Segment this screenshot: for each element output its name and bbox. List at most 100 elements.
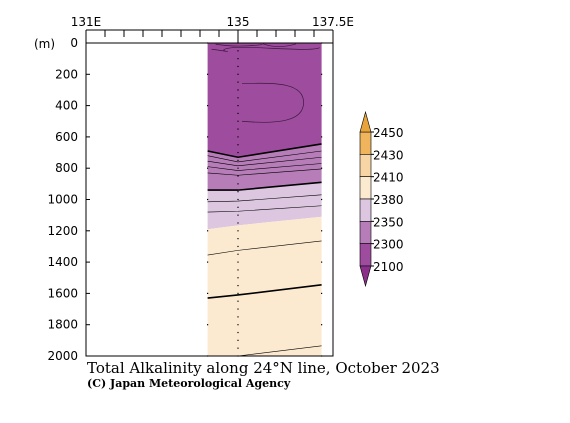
- grid-point: [321, 292, 323, 294]
- grid-point: [237, 73, 239, 75]
- legend-label: 2350: [373, 215, 404, 229]
- y-axis-unit-label: (m): [34, 37, 55, 51]
- grid-point: [237, 105, 239, 107]
- grid-point: [207, 261, 209, 263]
- legend-label: 2430: [373, 148, 404, 162]
- grid-point: [237, 347, 239, 349]
- mid-depth-contour: [241, 82, 304, 123]
- contour-2300: [207, 143, 322, 159]
- legend-arrow-bottom: [359, 265, 372, 288]
- grid-point: [237, 81, 239, 83]
- legend-label: 2100: [373, 260, 404, 274]
- grid-point: [237, 65, 239, 68]
- y-tick-label: 200: [55, 67, 78, 81]
- grid-point: [237, 128, 239, 130]
- alkalinity-fill-layers: [207, 43, 322, 356]
- grid-point: [237, 222, 239, 224]
- grid-point: [237, 167, 239, 169]
- grid-point: [207, 230, 209, 232]
- grid-point: [237, 284, 239, 287]
- contour-2370: [207, 205, 322, 213]
- grid-point: [207, 105, 209, 107]
- y-tick-label: 0: [70, 36, 78, 50]
- legend-swatch: [359, 154, 372, 177]
- contour-2360: [207, 194, 322, 203]
- grid-point: [321, 73, 323, 75]
- legend-label: 2380: [373, 193, 404, 207]
- grid-point: [237, 230, 239, 232]
- longitude-axis: 131E 135 137.5E: [71, 15, 354, 43]
- grid-point: [237, 300, 239, 302]
- grid-point: [237, 292, 239, 294]
- fill-band-0: [207, 43, 322, 158]
- y-tick-label: 1800: [47, 318, 78, 332]
- x-tick-label: 135: [227, 15, 250, 29]
- y-tick-label: 1200: [47, 224, 78, 238]
- grid-point: [237, 136, 239, 138]
- grid-point: [207, 167, 209, 169]
- grid-point: [207, 198, 209, 201]
- legend-label: 2410: [373, 171, 404, 185]
- grid-point: [321, 324, 323, 326]
- y-tick-label: 800: [55, 161, 78, 175]
- grid-point: [321, 136, 323, 138]
- legend-swatch: [359, 131, 372, 155]
- surface-contour-b: [215, 43, 263, 47]
- surface-contour-a: [211, 46, 320, 53]
- grid-point: [321, 198, 323, 201]
- depth-axis: 0 200 400 600 800 1000 1200 1400 1600 1800 2000: [47, 36, 90, 363]
- legend-swatch: [359, 221, 372, 244]
- legend-label: 2450: [373, 126, 404, 140]
- contour-2320: [207, 156, 322, 167]
- contour-2340: [207, 168, 322, 176]
- y-tick-label: 1000: [47, 193, 78, 207]
- surface-contour-c: [262, 43, 297, 47]
- contour-2350: [207, 181, 322, 191]
- grid-point: [237, 308, 239, 310]
- x-tick-label: 131E: [71, 15, 102, 29]
- grid-point: [237, 120, 239, 122]
- x-tick-label: 137.5E: [312, 15, 354, 29]
- grid-point: [321, 167, 323, 169]
- grid-point: [237, 269, 239, 271]
- legend-swatch: [359, 198, 372, 222]
- grid-point: [237, 238, 239, 240]
- grid-point: [237, 191, 239, 193]
- y-tick-label: 2000: [47, 349, 78, 363]
- grid-point: [207, 324, 209, 326]
- contour-2310: [207, 150, 322, 163]
- grid-point: [237, 97, 239, 99]
- grid-point: [237, 58, 239, 60]
- grid-point: [237, 245, 239, 248]
- grid-point: [207, 292, 209, 294]
- y-tick-label: 600: [55, 130, 78, 144]
- legend-swatch: [359, 176, 372, 200]
- contour-2400: [207, 283, 322, 299]
- y-tick-label: 1600: [47, 286, 78, 300]
- legend-arrow-top: [359, 110, 372, 133]
- grid-point: [321, 105, 323, 107]
- grid-point: [237, 331, 239, 334]
- grid-point: [237, 261, 239, 263]
- fill-band-1: [207, 143, 322, 191]
- grid-point: [207, 136, 209, 138]
- contour-2330: [207, 163, 322, 171]
- fill-band-2: [207, 182, 322, 230]
- y-tick-label: 1400: [47, 255, 78, 269]
- grid-point: [237, 339, 239, 341]
- grid-point: [237, 159, 239, 161]
- credit-text: (C) Japan Meteorological Agency: [87, 377, 291, 390]
- grid-point: [237, 144, 239, 146]
- grid-point: [237, 214, 239, 216]
- grid-point: [237, 198, 239, 201]
- grid-point: [237, 151, 239, 154]
- fill-band-3: [207, 216, 322, 356]
- grid-point: [237, 175, 239, 177]
- y-tick-label: 400: [55, 99, 78, 113]
- grid-point: [237, 324, 239, 326]
- grid-point: [321, 230, 323, 232]
- grid-point: [237, 277, 239, 279]
- grid-point: [237, 183, 239, 185]
- grid-point: [237, 206, 239, 208]
